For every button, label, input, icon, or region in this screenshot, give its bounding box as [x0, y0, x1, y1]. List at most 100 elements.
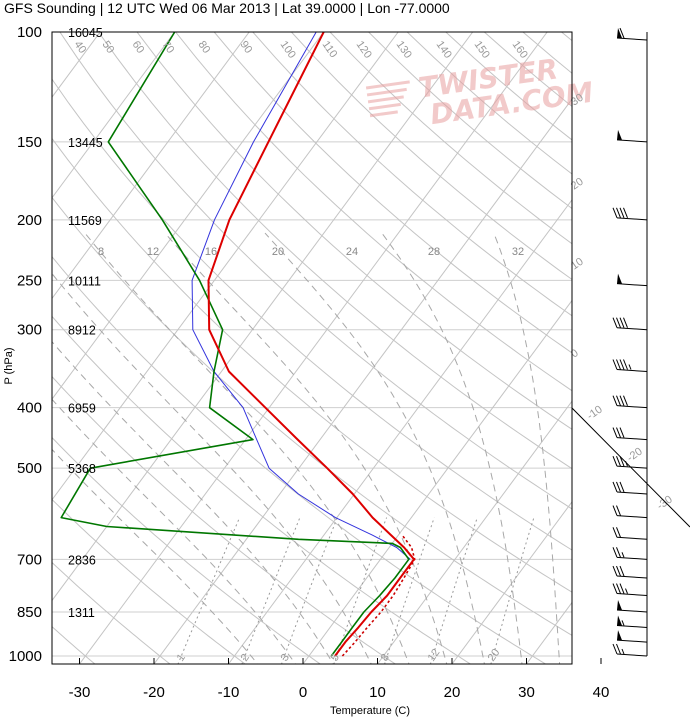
moist-adiabat	[52, 448, 259, 664]
pressure-tick-label: 150	[17, 134, 42, 151]
wind-barb	[616, 27, 648, 41]
mixing-ratio-line	[384, 517, 435, 664]
height-label: 6959	[68, 402, 96, 416]
dry-adiabat-label: 40	[72, 39, 89, 56]
mixing-ratio-line	[241, 517, 301, 664]
wind-barb-full	[616, 643, 621, 655]
mixing-ratio-label: 24	[346, 246, 358, 258]
wind-barb-full	[616, 427, 621, 438]
wind-barb-full	[616, 317, 621, 328]
wind-barb	[612, 547, 648, 560]
height-label: 16045	[68, 26, 103, 40]
wind-barb-shaft	[616, 575, 648, 579]
watermark-swoosh	[366, 87, 407, 97]
wind-panel-outline	[571, 32, 690, 528]
pressure-tick-label: 250	[17, 272, 42, 289]
moist-adiabat-label: 1	[175, 652, 188, 664]
y-axis-label: P (hPa)	[3, 347, 15, 384]
wind-barb	[612, 527, 648, 540]
isotherm	[376, 400, 572, 664]
wind-barb	[616, 599, 648, 613]
mixing-ratio-label: 16	[205, 246, 217, 258]
wind-barb-full	[612, 317, 618, 328]
isotherm	[52, 32, 399, 501]
wind-barb	[612, 317, 648, 331]
plot-frame	[51, 31, 573, 665]
wind-barb-shaft	[616, 515, 648, 519]
wind-barb-full	[616, 207, 621, 219]
moist-adiabat	[52, 272, 372, 664]
dry-adiabat	[52, 255, 547, 664]
wind-barb-full	[619, 583, 625, 594]
pressure-tick-label: 850	[17, 604, 42, 621]
dry-adiabat	[252, 32, 572, 317]
dry-adiabat-label: 90	[238, 39, 255, 56]
wind-barb-full	[616, 481, 621, 493]
dry-adiabat	[174, 32, 572, 392]
mixing-ratio-line	[280, 517, 338, 664]
moist-adiabat	[52, 398, 297, 664]
dry-adiabat	[52, 137, 572, 593]
wind-barb-shaft	[616, 536, 648, 540]
dry-adiabat-label: 140	[434, 39, 454, 61]
wind-barb	[612, 427, 648, 441]
pressure-tick-label: 100	[17, 24, 42, 41]
wind-barb-full	[612, 207, 618, 219]
moist-adiabat-label: 3	[279, 652, 292, 664]
wind-barb-full	[616, 395, 621, 406]
height-label: 11569	[68, 214, 102, 228]
dry-adiabat-label: 100	[278, 39, 298, 61]
watermark-swoosh	[365, 80, 410, 90]
wind-barb	[612, 455, 648, 469]
isotherm	[672, 0, 690, 669]
wind-pennant	[617, 129, 622, 140]
isotherm	[302, 299, 572, 664]
wind-barb-full	[612, 527, 618, 538]
wind-barb-half	[621, 552, 625, 558]
wind-barb-half	[625, 588, 628, 594]
wind-barb-full	[619, 455, 625, 467]
wind-pennant	[617, 28, 622, 39]
wind-barb	[612, 565, 648, 579]
isotherm	[451, 500, 572, 664]
moist-adiabat-label: 8	[379, 652, 392, 664]
moist-adiabat-label: 2	[239, 652, 252, 664]
wind-barb-full	[612, 583, 618, 594]
x-tick-label: 40	[593, 684, 610, 701]
wind-barb-shaft	[616, 556, 648, 560]
wind-barb-full	[616, 547, 621, 558]
wind-barb-shaft	[616, 139, 648, 143]
wind-barb-full	[612, 395, 618, 406]
wind-barb	[612, 395, 648, 409]
moist-adiabat-label: 5	[329, 652, 342, 664]
dry-adiabat	[97, 32, 572, 470]
isotherm	[597, 0, 690, 669]
isotherm	[52, 32, 176, 199]
wind-barb-shaft	[616, 465, 648, 469]
dry-adiabat-label: 50	[100, 39, 117, 56]
x-tick-label: 30	[518, 684, 535, 701]
pressure-tick-label: 200	[17, 212, 42, 229]
dry-adiabat	[52, 375, 397, 664]
height-label: 10111	[68, 274, 101, 288]
x-tick-label: -10	[218, 684, 240, 701]
wind-barb-full	[619, 207, 625, 219]
dry-adiabat	[59, 32, 572, 510]
wind-barb	[616, 129, 648, 143]
wind-barb	[612, 583, 648, 597]
mixing-ratio-line	[490, 517, 535, 664]
wind-barb-shaft	[616, 624, 648, 628]
moist-adiabat	[164, 232, 448, 664]
moist-adiabat	[493, 232, 561, 664]
wind-barb	[616, 273, 648, 287]
isotherm	[52, 32, 325, 400]
isotherm-label: -30	[655, 494, 675, 513]
wind-pennant	[617, 599, 622, 610]
x-tick-label: 20	[444, 684, 461, 701]
moist-adiabat	[84, 232, 410, 664]
virtual-temperature-line	[191, 32, 411, 560]
isotherm	[52, 32, 101, 98]
wind-barb-full	[616, 455, 621, 467]
dry-adiabat-label: 120	[354, 39, 374, 61]
wind-barb-full	[616, 565, 621, 577]
